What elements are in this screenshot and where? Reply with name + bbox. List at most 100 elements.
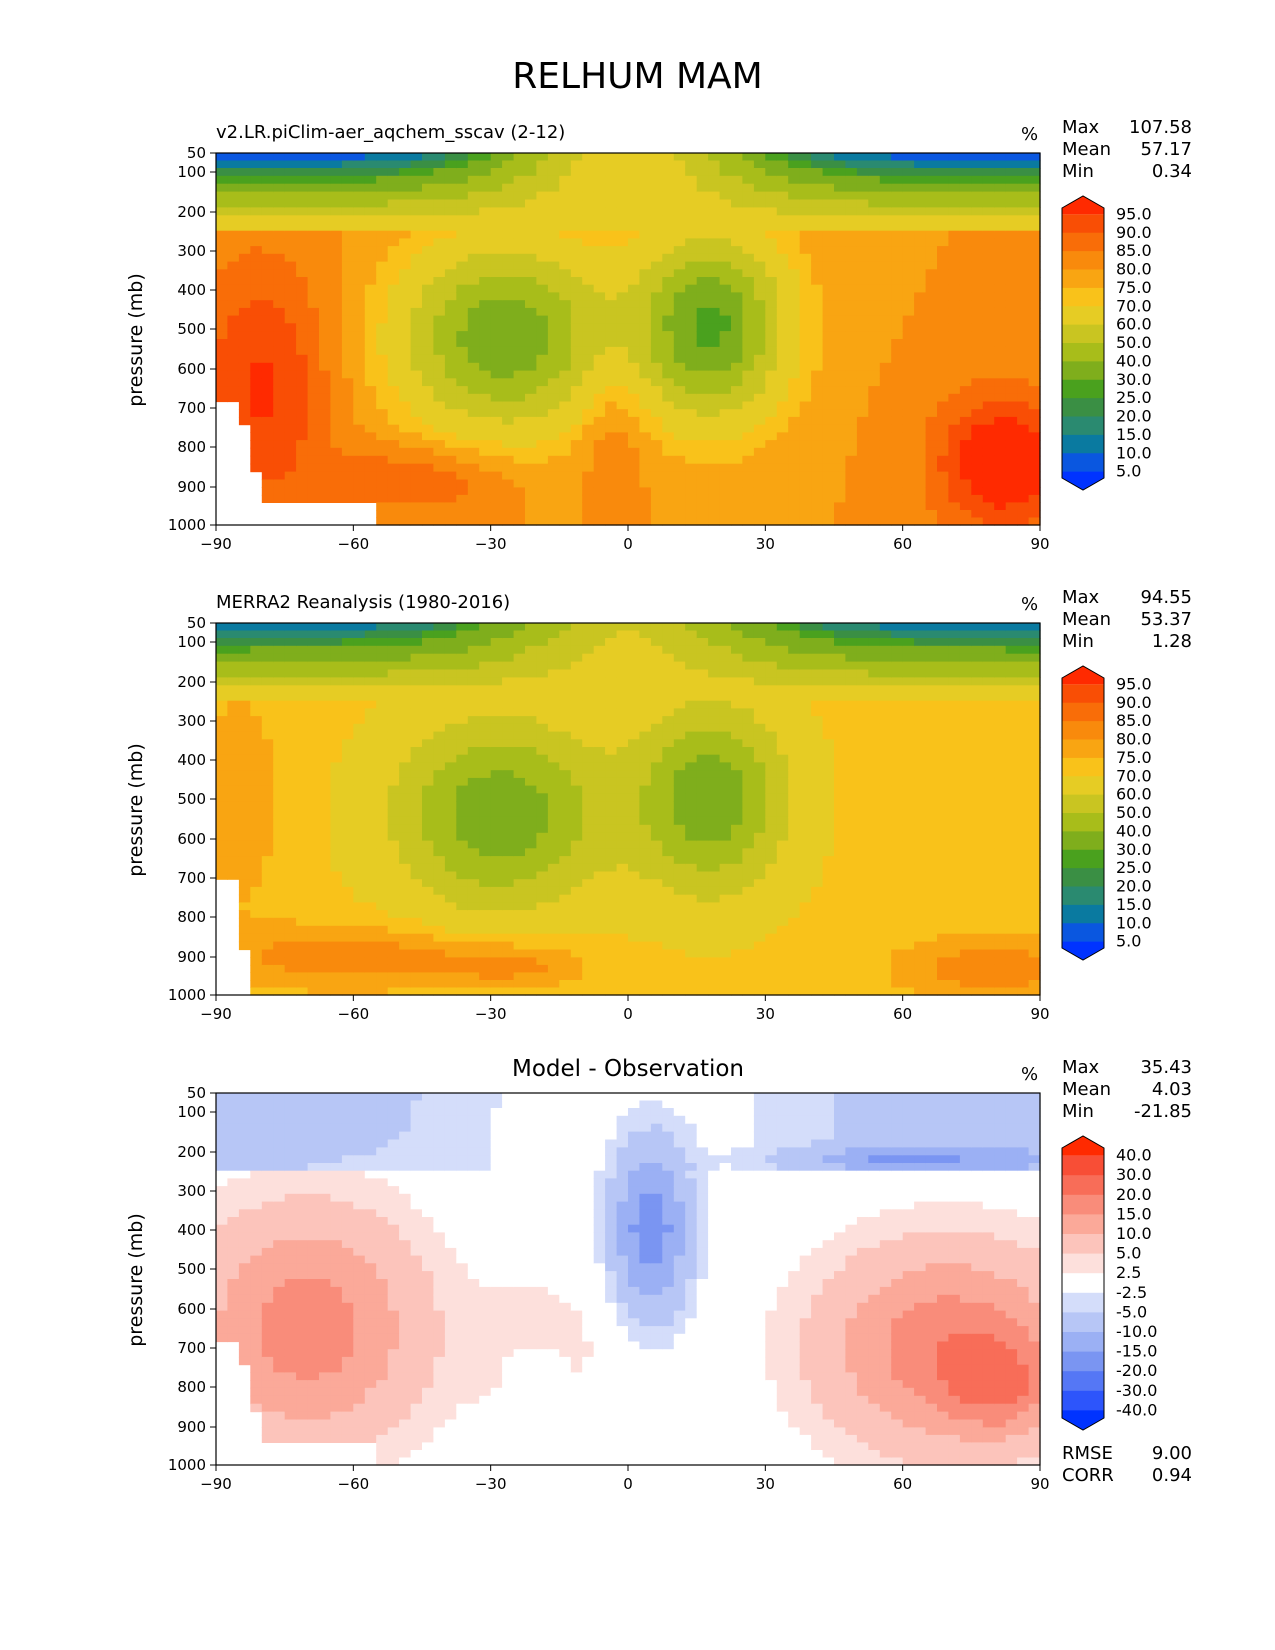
contour-cell [628,153,640,162]
contour-cell [776,292,789,301]
contour-cell [570,447,583,457]
contour-cell [559,747,572,756]
contour-cell [536,230,549,239]
contour-cell [582,487,595,496]
contour-cell [467,153,480,162]
contour-cell [387,393,400,403]
contour-cell [982,471,995,481]
contour-cell [273,440,286,449]
contour-cell [925,378,938,387]
contour-cell [788,323,801,332]
contour-cell [845,362,858,372]
contour-cell [856,346,869,356]
contour-cell [341,708,354,717]
contour-cell [959,323,972,332]
contour-cell [422,191,434,201]
contour-cell [261,277,274,286]
contour-cell [364,386,377,395]
contour-cell [456,653,469,663]
contour-cell [708,307,721,317]
contour-cell [891,432,904,441]
contour-cell [353,801,366,810]
contour-cell [868,487,881,496]
contour-cell [227,777,240,787]
contour-cell [719,339,732,348]
contour-cell [753,401,766,410]
contour-cell [731,447,743,457]
contour-cell [444,223,457,232]
contour-cell [731,409,743,418]
contour-cell [364,315,377,324]
colorbar-segment [1062,214,1104,234]
contour-cell [605,230,618,239]
contour-cell [376,323,389,332]
contour-cell [879,261,892,270]
contour-cell [559,183,572,193]
contour-cell [284,494,297,503]
contour-cell [891,370,904,379]
contour-cell [1017,432,1030,441]
contour-cell [422,168,434,177]
contour-cell [456,700,469,709]
contour-cell [776,471,789,481]
contour-cell [250,455,263,465]
contour-cell [261,346,274,356]
contour-cell [250,723,263,733]
contour-cell [776,370,789,379]
contour-cell [502,917,515,927]
contour-cell [525,160,537,169]
contour-cell [593,370,606,379]
contour-cell [845,370,858,379]
contour-cell [948,323,961,332]
contour-cell [307,987,320,996]
contour-cell [582,401,595,410]
contour-cell [284,801,297,810]
contour-cell [353,277,366,286]
contour-cell [273,987,286,996]
contour-cell [364,416,377,426]
contour-cell [845,517,858,526]
contour-cell [708,354,721,364]
contour-cell [444,669,457,678]
contour-cell [856,378,869,387]
contour-cell [353,432,366,441]
colorbar-tick-label: 25.0 [1116,388,1152,407]
contour-cell [559,816,572,826]
contour-cell [422,153,434,162]
contour-cell [353,307,366,317]
contour-cell [856,284,869,293]
contour-cell [467,661,480,671]
contour-cell [536,824,549,834]
contour-cell [1028,168,1041,177]
contour-cell [628,471,640,481]
contour-cell [422,354,434,364]
contour-cell [582,183,595,193]
contour-cell [422,723,434,733]
contour-cell [330,762,343,771]
contour-cell [593,432,606,441]
contour-cell [433,502,446,511]
contour-cell [971,370,984,379]
contour-cell [444,754,457,763]
contour-cell [696,471,709,481]
contour-cell [250,754,263,763]
contour-cell [330,440,343,449]
contour-cell [364,933,377,943]
contour-cell [547,479,560,488]
contour-cell [261,700,274,709]
contour-cell [479,638,492,647]
contour-cell [422,638,434,647]
contour-cell [376,700,389,709]
contour-cell [296,346,309,356]
contour-cell [1005,370,1018,379]
contour-cell [902,261,915,270]
contour-cell [353,661,366,671]
contour-cell [811,386,824,395]
contour-cell [914,315,927,324]
contour-cell [799,494,812,503]
contour-cell [433,284,446,293]
contour-cell [925,447,938,457]
contour-cell [948,300,961,309]
contour-cell [410,957,423,966]
contour-cell [971,409,984,418]
